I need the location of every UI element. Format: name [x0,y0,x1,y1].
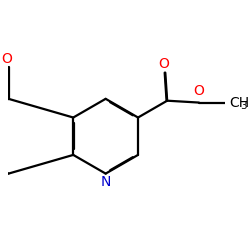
Text: CH: CH [229,96,249,110]
Text: 3: 3 [240,101,247,111]
Text: O: O [1,52,12,66]
Text: O: O [158,57,169,71]
Text: N: N [100,175,111,189]
Text: O: O [194,84,204,98]
